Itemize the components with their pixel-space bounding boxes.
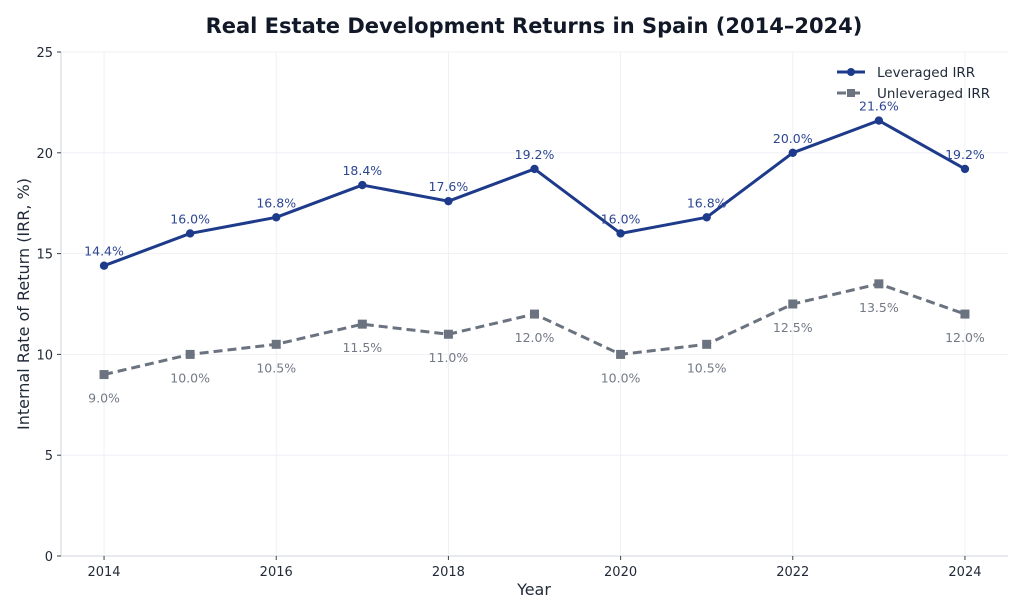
x-axis-label: Year xyxy=(516,580,551,599)
legend-marker xyxy=(847,68,855,76)
data-point-marker xyxy=(788,148,797,157)
axes: 0 5 10 15 20 25 2014 2016 2018 2020 2022 2024 xyxy=(36,46,1008,580)
data-label: 12.0% xyxy=(515,330,555,345)
data-label: 10.5% xyxy=(687,360,727,375)
y-tick-label: 25 xyxy=(36,46,53,61)
data-point-marker xyxy=(530,164,539,174)
data-point-marker xyxy=(702,339,712,349)
x-tick-label: 2022 xyxy=(776,565,809,580)
legend-item: Unleveraged IRR xyxy=(837,86,990,102)
legend-label: Unleveraged IRR xyxy=(877,86,990,102)
data-label: 21.6% xyxy=(859,99,899,114)
data-point-marker xyxy=(444,196,453,206)
data-point-marker xyxy=(271,339,281,349)
data-point-marker xyxy=(99,261,109,270)
legend-item: Leveraged IRR xyxy=(837,65,975,81)
data-label: 17.6% xyxy=(429,179,469,194)
data-point-marker xyxy=(443,329,453,339)
data-point-marker xyxy=(960,309,970,319)
data-point-marker xyxy=(874,116,884,125)
data-label: 18.4% xyxy=(342,163,382,178)
data-label: 19.2% xyxy=(515,147,555,162)
data-label: 20.0% xyxy=(773,131,813,146)
y-tick-label: 15 xyxy=(36,248,53,263)
data-label: 16.8% xyxy=(687,195,727,210)
y-tick-label: 20 xyxy=(36,147,53,162)
data-label: 11.0% xyxy=(429,350,469,365)
y-axis-label: Internal Rate of Return (IRR, %) xyxy=(14,178,33,430)
data-point-marker xyxy=(357,319,367,329)
y-tick-label: 5 xyxy=(45,449,53,464)
data-label: 10.0% xyxy=(170,370,210,385)
data-label: 12.0% xyxy=(945,330,985,345)
data-point-marker xyxy=(272,213,281,222)
x-tick-label: 2024 xyxy=(948,565,981,580)
series-line-leveraged xyxy=(103,119,966,268)
legend: Leveraged IRR Unleveraged IRR xyxy=(837,65,990,102)
data-label: 9.0% xyxy=(88,391,120,406)
data-label: 16.0% xyxy=(601,211,641,226)
series-layer xyxy=(99,116,970,380)
data-label: 10.5% xyxy=(256,360,296,375)
data-label: 12.5% xyxy=(773,320,813,335)
y-tick-label: 10 xyxy=(36,348,53,363)
data-point-marker xyxy=(99,370,109,380)
data-label: 10.0% xyxy=(601,370,641,385)
grid xyxy=(61,51,1008,557)
data-label: 19.2% xyxy=(945,147,985,162)
data-point-marker xyxy=(960,164,970,174)
data-label: 16.8% xyxy=(256,195,296,210)
data-point-marker xyxy=(616,349,626,359)
x-tick-label: 2018 xyxy=(432,565,465,580)
data-label: 13.5% xyxy=(859,300,899,315)
y-tick-label: 0 xyxy=(45,550,53,565)
data-point-marker xyxy=(702,213,711,222)
data-label: 11.5% xyxy=(342,340,382,355)
legend-marker xyxy=(847,89,855,97)
data-label: 16.0% xyxy=(170,211,210,226)
data-point-marker xyxy=(616,229,625,238)
data-point-marker xyxy=(788,299,798,309)
x-tick-label: 2014 xyxy=(87,565,120,580)
data-point-marker xyxy=(358,180,367,190)
data-point-marker xyxy=(874,279,884,289)
data-labels: 14.4% 16.0% 16.8% 18.4% 17.6% 19.2% 16.0% 16.8%… xyxy=(84,99,985,406)
data-point-marker xyxy=(185,349,195,359)
x-tick-label: 2020 xyxy=(604,565,637,580)
data-point-marker xyxy=(185,229,195,238)
data-point-marker xyxy=(530,309,539,319)
data-label: 14.4% xyxy=(84,244,124,259)
chart-title: Real Estate Development Returns in Spain… xyxy=(206,14,863,38)
x-tick-label: 2016 xyxy=(260,565,293,580)
legend-label: Leveraged IRR xyxy=(877,65,975,81)
